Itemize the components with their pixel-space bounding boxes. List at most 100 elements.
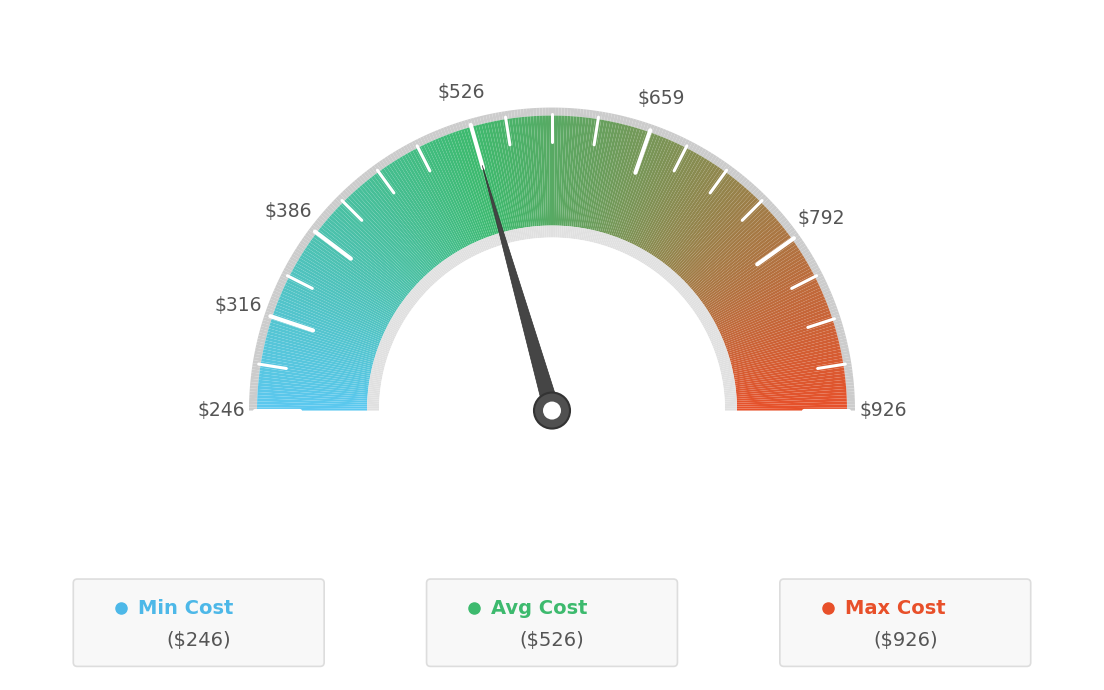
Wedge shape [626, 243, 633, 255]
Wedge shape [733, 349, 841, 374]
Wedge shape [701, 235, 790, 302]
Wedge shape [371, 166, 379, 174]
Wedge shape [723, 380, 735, 384]
Wedge shape [789, 230, 797, 237]
Wedge shape [838, 338, 847, 343]
Wedge shape [367, 408, 379, 411]
Wedge shape [288, 259, 297, 266]
Wedge shape [558, 226, 560, 237]
Wedge shape [593, 123, 619, 230]
Wedge shape [263, 317, 272, 322]
Wedge shape [251, 376, 259, 380]
Wedge shape [307, 230, 315, 237]
Wedge shape [729, 322, 835, 357]
Wedge shape [412, 141, 418, 149]
Wedge shape [847, 395, 854, 398]
Wedge shape [641, 152, 697, 249]
Wedge shape [449, 133, 489, 237]
Wedge shape [714, 268, 811, 323]
Wedge shape [559, 108, 562, 116]
Wedge shape [719, 282, 819, 332]
Wedge shape [614, 238, 620, 250]
Wedge shape [269, 299, 278, 305]
Wedge shape [537, 108, 540, 116]
Wedge shape [842, 360, 851, 364]
Wedge shape [675, 189, 750, 273]
Wedge shape [270, 296, 279, 302]
Wedge shape [492, 113, 497, 121]
Wedge shape [611, 131, 649, 236]
Wedge shape [545, 108, 549, 116]
Text: $316: $316 [214, 296, 262, 315]
Wedge shape [275, 284, 284, 290]
Wedge shape [725, 408, 737, 411]
Wedge shape [831, 314, 840, 319]
Wedge shape [259, 371, 369, 387]
Wedge shape [576, 108, 581, 117]
Wedge shape [821, 287, 830, 293]
Wedge shape [542, 226, 544, 238]
Wedge shape [588, 121, 614, 230]
Wedge shape [452, 132, 491, 237]
Wedge shape [745, 181, 753, 189]
Wedge shape [725, 406, 737, 408]
Wedge shape [394, 160, 455, 255]
Wedge shape [405, 297, 415, 306]
Wedge shape [655, 165, 718, 257]
Wedge shape [257, 398, 368, 405]
Wedge shape [412, 288, 422, 297]
Wedge shape [731, 337, 838, 366]
Wedge shape [671, 185, 745, 270]
Wedge shape [721, 371, 733, 375]
Wedge shape [655, 262, 664, 273]
Wedge shape [432, 131, 437, 140]
Wedge shape [678, 137, 683, 145]
Wedge shape [556, 116, 561, 226]
Wedge shape [539, 226, 541, 238]
Wedge shape [268, 302, 277, 308]
Wedge shape [411, 290, 421, 299]
Wedge shape [340, 192, 348, 200]
Wedge shape [611, 114, 615, 122]
Wedge shape [379, 344, 391, 351]
Wedge shape [352, 191, 428, 275]
Wedge shape [250, 391, 257, 395]
Wedge shape [254, 354, 263, 358]
Wedge shape [400, 157, 458, 253]
Wedge shape [678, 284, 688, 293]
Wedge shape [436, 266, 445, 276]
Wedge shape [794, 237, 803, 245]
Wedge shape [564, 226, 567, 238]
Wedge shape [250, 404, 257, 408]
Wedge shape [658, 168, 723, 259]
Wedge shape [264, 346, 371, 372]
Wedge shape [467, 127, 500, 233]
Wedge shape [827, 302, 836, 308]
Wedge shape [718, 279, 818, 330]
Wedge shape [560, 116, 567, 226]
Wedge shape [470, 118, 476, 126]
Wedge shape [453, 253, 460, 264]
Wedge shape [570, 117, 583, 226]
Wedge shape [404, 154, 461, 250]
Wedge shape [672, 134, 678, 142]
Wedge shape [730, 328, 836, 361]
Wedge shape [732, 343, 840, 371]
Wedge shape [830, 311, 839, 317]
Wedge shape [697, 310, 708, 318]
Wedge shape [847, 407, 854, 411]
Wedge shape [705, 325, 716, 332]
Wedge shape [440, 136, 484, 239]
Wedge shape [251, 373, 259, 377]
Wedge shape [282, 270, 290, 277]
Wedge shape [514, 110, 518, 118]
Wedge shape [630, 246, 638, 257]
Wedge shape [396, 310, 407, 318]
Wedge shape [796, 240, 805, 247]
Wedge shape [502, 232, 507, 244]
Wedge shape [710, 258, 806, 317]
Wedge shape [275, 308, 379, 348]
Wedge shape [273, 290, 282, 296]
Wedge shape [369, 380, 381, 384]
Wedge shape [649, 124, 655, 133]
